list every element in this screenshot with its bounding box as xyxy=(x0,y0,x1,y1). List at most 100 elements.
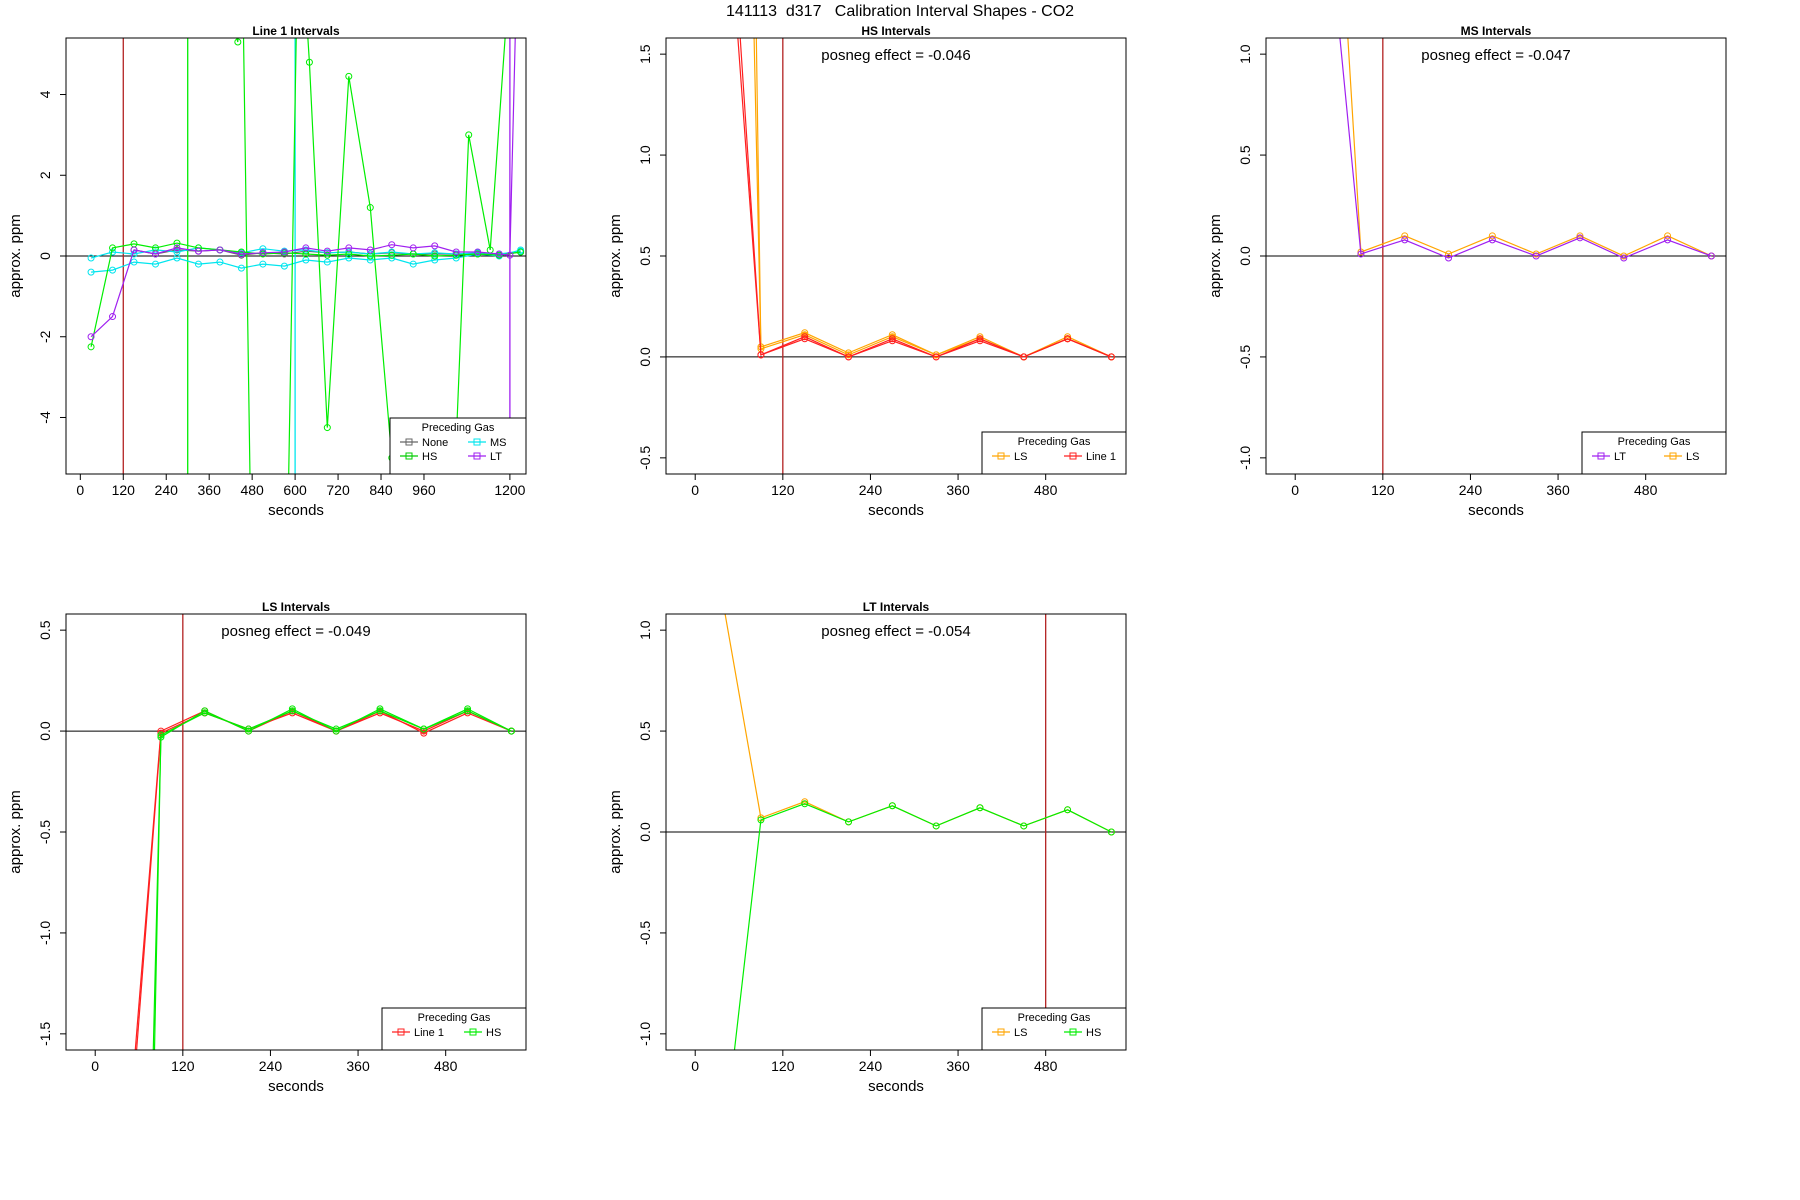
data-point xyxy=(420,729,428,737)
data-point xyxy=(130,1091,136,1097)
legend-title: Preceding Gas xyxy=(1018,436,1091,448)
x-tick-label: 0 xyxy=(691,482,699,498)
data-point xyxy=(1620,254,1628,262)
data-point xyxy=(366,246,374,254)
y-tick-label: 0.5 xyxy=(1237,145,1253,165)
data-point xyxy=(474,250,482,258)
data-point xyxy=(976,337,984,345)
chart-hs-intervals: HS Intervals 0 120 240 360 480 seconds -0.5 0.0 0… xyxy=(607,24,1127,519)
data-point xyxy=(495,250,503,258)
x-tick-label: 240 xyxy=(859,482,883,498)
legend-label: LS xyxy=(1686,451,1699,463)
data-point xyxy=(151,250,159,258)
data-point xyxy=(409,260,417,268)
data-point xyxy=(245,725,253,733)
series-line xyxy=(733,803,1112,1050)
chart-title: LT Intervals xyxy=(863,600,930,614)
y-tick-label: 1.0 xyxy=(1237,44,1253,64)
y-axis-label: approx. ppm xyxy=(1207,214,1224,297)
legend-label: LT xyxy=(490,451,502,463)
data-point xyxy=(345,72,353,80)
x-tick-label: 720 xyxy=(326,482,350,498)
data-point xyxy=(332,725,340,733)
plot-area xyxy=(66,38,526,474)
legend-title: Preceding Gas xyxy=(1618,436,1691,448)
y-axis-label: approx. ppm xyxy=(7,214,24,297)
y-tick-label: 0.5 xyxy=(637,246,653,266)
y-tick-label: -1.5 xyxy=(37,1022,53,1046)
data-point xyxy=(87,254,95,262)
data-point xyxy=(976,333,984,341)
data-point xyxy=(302,246,310,254)
data-point xyxy=(1532,250,1540,258)
chart-title: Line 1 Intervals xyxy=(252,24,340,38)
x-axis-label: seconds xyxy=(868,1078,924,1095)
legend: Preceding Gas LS HS xyxy=(981,1007,1127,1051)
y-tick-label: 0.5 xyxy=(637,721,653,741)
y-tick-label: -1.0 xyxy=(37,921,53,945)
data-point xyxy=(431,252,439,260)
data-point xyxy=(345,244,353,252)
y-tick-label: 0.0 xyxy=(637,347,653,367)
legend-swatch-marker xyxy=(473,438,481,446)
x-axis-label: seconds xyxy=(268,502,324,519)
legend-label: HS xyxy=(486,1027,501,1039)
data-point xyxy=(323,424,331,432)
data-point xyxy=(388,251,396,259)
data-point xyxy=(216,258,224,266)
data-point xyxy=(1401,232,1409,240)
data-point xyxy=(474,248,482,256)
data-point xyxy=(1064,333,1072,341)
x-axis-label: seconds xyxy=(868,502,924,519)
series-line xyxy=(90,242,521,347)
legend-label: LS xyxy=(1014,451,1027,463)
chart-ms-intervals: MS Intervals 0 120 240 360 480 seconds -1.0 -0.5… xyxy=(1207,24,1727,519)
data-point xyxy=(506,251,514,259)
y-tick-label: 1.0 xyxy=(637,145,653,165)
data-point xyxy=(173,244,181,252)
y-tick-label: -0.5 xyxy=(637,921,653,945)
x-tick-label: 240 xyxy=(1459,482,1483,498)
legend-label: None xyxy=(422,437,448,449)
series-line xyxy=(1339,38,1712,259)
x-tick-label: 120 xyxy=(112,482,136,498)
data-point xyxy=(801,335,809,343)
data-point xyxy=(1664,232,1672,240)
x-tick-label: 1200 xyxy=(494,482,525,498)
x-tick-label: 360 xyxy=(946,1058,970,1074)
data-point xyxy=(376,705,384,713)
x-tick-label: 480 xyxy=(434,1058,458,1074)
series-line xyxy=(134,710,512,1050)
data-point xyxy=(932,822,940,830)
x-tick-label: 360 xyxy=(1546,482,1570,498)
data-point xyxy=(259,249,267,257)
series-line xyxy=(90,38,516,338)
x-tick-label: 120 xyxy=(171,1058,195,1074)
data-point xyxy=(431,256,439,264)
legend-swatch-marker xyxy=(1069,1028,1077,1036)
x-tick-label: 480 xyxy=(240,482,264,498)
y-tick-label: 4 xyxy=(37,90,53,98)
data-point xyxy=(259,260,267,268)
data-point xyxy=(801,798,809,806)
data-point xyxy=(332,727,340,735)
plot-area xyxy=(666,614,1126,1050)
posneg-annotation: posneg effect = -0.054 xyxy=(821,623,970,640)
data-point xyxy=(845,818,853,826)
data-point xyxy=(431,242,439,250)
data-point xyxy=(149,1091,155,1097)
data-point xyxy=(234,38,242,46)
data-point xyxy=(130,258,138,266)
x-tick-label: 840 xyxy=(369,482,393,498)
y-tick-label: 0.0 xyxy=(637,822,653,842)
data-point xyxy=(194,260,202,268)
data-point xyxy=(757,351,765,359)
data-point xyxy=(888,802,896,810)
data-point xyxy=(465,131,473,139)
y-tick-label: -0.5 xyxy=(1237,345,1253,369)
chart-title: LS Intervals xyxy=(262,600,330,614)
data-point xyxy=(1576,234,1584,242)
data-point xyxy=(888,333,896,341)
data-point xyxy=(1107,828,1115,836)
